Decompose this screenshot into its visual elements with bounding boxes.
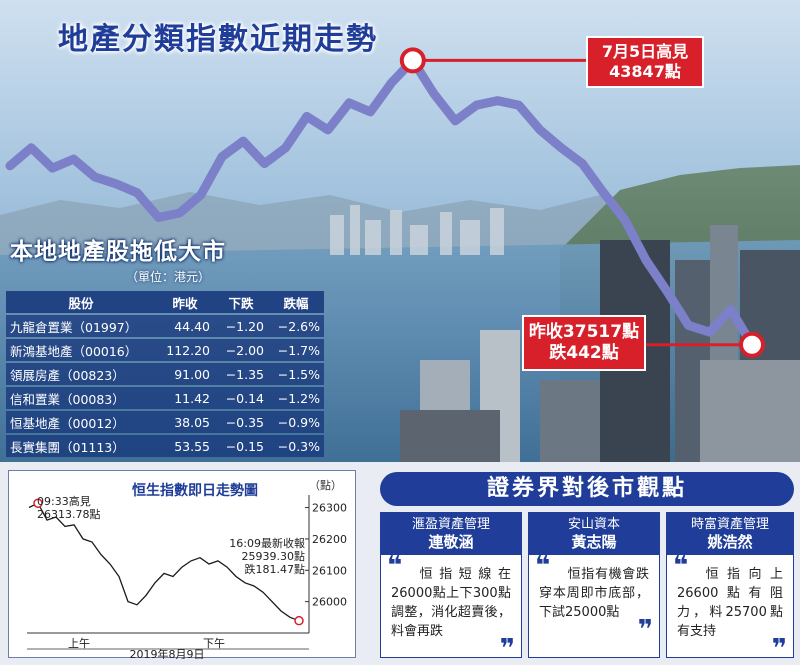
- close-callout-line2: 跌442點: [549, 343, 619, 364]
- close-point-marker: [739, 331, 765, 358]
- analyst-card: 時富資產管理 姚浩然 ❝ 恒指向上26600點有阻力，料25700點有支持 ❞: [666, 512, 794, 662]
- session-am-label: 上午: [68, 637, 90, 650]
- high-point-marker: [399, 47, 426, 74]
- header-drop: 下跌: [214, 291, 268, 313]
- hsi-close-label-2: 25939.30點: [242, 550, 306, 563]
- intraday-date: 2019年8月9日: [130, 647, 205, 659]
- hsi-close-marker: [294, 615, 304, 626]
- analyst-quote-text: 恒指短線在26000點上下300點調整，消化超賣後，料會再跌: [391, 567, 511, 639]
- analyst-name: 連敬涵: [428, 533, 474, 551]
- close-callout: 昨收37517點 跌442點: [522, 315, 646, 371]
- analyst-header: 安山資本 黃志陽: [529, 513, 659, 555]
- stock-close: 91.00: [156, 363, 214, 385]
- close-quote-icon: ❞: [771, 634, 787, 664]
- stock-name: 長實集團（01113）: [6, 435, 156, 457]
- close-quote-icon: ❞: [499, 634, 515, 664]
- stock-table-panel: 本地地產股拖低大市 （單位：港元） 股份 昨收 下跌 跌幅 九龍倉置業（0199…: [6, 232, 326, 459]
- header-pct: 跌幅: [268, 291, 324, 313]
- stock-pct: −1.2%: [268, 387, 324, 409]
- table-row: 九龍倉置業（01997） 44.40 −1.20 −2.6%: [6, 315, 324, 337]
- hsi-high-label-2: 26313.78點: [37, 508, 101, 521]
- table-row: 恒基地產（00012） 38.05 −0.35 −0.9%: [6, 411, 324, 433]
- y-tick-label: 26100: [312, 564, 347, 577]
- analyst-quote: ❝ 恒指短線在26000點上下300點調整，消化超賣後，料會再跌 ❞: [381, 551, 521, 662]
- header-stock: 股份: [6, 291, 156, 313]
- y-ticks: 26000 26100 26200 26300: [305, 502, 347, 609]
- stock-pct: −2.6%: [268, 315, 324, 337]
- table-row: 長實集團（01113） 53.55 −0.15 −0.3%: [6, 435, 324, 457]
- analyst-card: 滙盈資產管理 連敬涵 ❝ 恒指短線在26000點上下300點調整，消化超賣後，料…: [380, 512, 522, 662]
- foreground-towers: [400, 225, 800, 462]
- stock-name: 新鴻基地產（00016）: [6, 339, 156, 361]
- stock-close: 44.40: [156, 315, 214, 337]
- stock-drop: −0.15: [214, 435, 268, 457]
- stock-name: 恒基地產（00012）: [6, 411, 156, 433]
- city-skyline: [330, 205, 504, 255]
- analyst-firm: 時富資產管理: [690, 517, 769, 532]
- y-tick-label: 26300: [312, 502, 347, 515]
- hsi-intraday-chart: 恒生指數即日走勢圖 （點） 26000 26100 26200 26300 09:33…: [27, 479, 347, 659]
- analyst-quote: ❝ 恒指有機會跌穿本周即市底部，下試25000點 ❞: [529, 551, 659, 643]
- session-pm-label: 下午: [203, 637, 225, 650]
- market-views-title: 證券界對後市觀點: [380, 472, 794, 506]
- stock-table-unit: （單位：港元）: [126, 270, 211, 284]
- stock-pct: −0.3%: [268, 435, 324, 457]
- hsi-close-label-1: 16:09最新收報: [229, 536, 305, 550]
- page-title: 地產分類指數近期走勢: [58, 22, 378, 57]
- y-tick-label: 26200: [312, 533, 347, 546]
- intraday-title: 恒生指數即日走勢圖: [132, 482, 258, 499]
- stock-name: 領展房產（00823）: [6, 363, 156, 385]
- stock-drop: −0.14: [214, 387, 268, 409]
- header-close: 昨收: [156, 291, 214, 313]
- stock-table-header-row: 股份 昨收 下跌 跌幅: [6, 291, 324, 313]
- hsi-line: [28, 502, 300, 622]
- stock-drop: −1.35: [214, 363, 268, 385]
- open-quote-icon: ❝: [535, 551, 551, 581]
- analyst-name: 黃志陽: [571, 533, 617, 551]
- hsi-high-marker: [33, 498, 43, 508]
- table-row: 領展房產（00823） 91.00 −1.35 −1.5%: [6, 363, 324, 385]
- stock-drop: −2.00: [214, 339, 268, 361]
- analyst-card: 安山資本 黃志陽 ❝ 恒指有機會跌穿本周即市底部，下試25000點 ❞: [528, 512, 660, 658]
- close-callout-line1: 昨收37517點: [528, 322, 640, 342]
- table-row: 信和置業（00083） 11.42 −0.14 −1.2%: [6, 387, 324, 409]
- analyst-name: 姚浩然: [707, 533, 753, 551]
- stock-name: 九龍倉置業（01997）: [6, 315, 156, 337]
- stock-close: 38.05: [156, 411, 214, 433]
- open-quote-icon: ❝: [387, 551, 403, 581]
- table-row: 新鴻基地產（00016） 112.20 −2.00 −1.7%: [6, 339, 324, 361]
- stock-drop: −0.35: [214, 411, 268, 433]
- property-index-line: [5, 55, 757, 350]
- stock-close: 11.42: [156, 387, 214, 409]
- hsi-high-label-1: 09:33高見: [37, 494, 91, 508]
- close-quote-icon: ❞: [637, 615, 653, 645]
- bottom-panel: 恒生指數即日走勢圖 （點） 26000 26100 26200 26300 09:33…: [0, 462, 800, 665]
- stock-table: 股份 昨收 下跌 跌幅 九龍倉置業（01997） 44.40 −1.20 −2.…: [6, 289, 324, 459]
- high-callout: 7月5日高見 43847點: [586, 36, 704, 88]
- stock-pct: −0.9%: [268, 411, 324, 433]
- stock-table-title: 本地地產股拖低大市: [10, 239, 226, 265]
- stock-pct: −1.7%: [268, 339, 324, 361]
- stock-pct: −1.5%: [268, 363, 324, 385]
- analyst-quote: ❝ 恒指向上26600點有阻力，料25700點有支持 ❞: [667, 551, 793, 662]
- analyst-header: 時富資產管理 姚浩然: [667, 513, 793, 555]
- analyst-firm: 安山資本: [567, 517, 620, 532]
- analyst-header: 滙盈資產管理 連敬涵: [381, 513, 521, 555]
- open-quote-icon: ❝: [673, 551, 689, 581]
- stock-name: 信和置業（00083）: [6, 387, 156, 409]
- stock-close: 53.55: [156, 435, 214, 457]
- analyst-firm: 滙盈資產管理: [411, 517, 490, 532]
- hsi-close-label-3: 跌181.47點: [245, 562, 306, 576]
- stock-close: 112.20: [156, 339, 214, 361]
- high-callout-line2: 43847點: [609, 62, 681, 81]
- intraday-unit: （點）: [309, 479, 342, 492]
- y-tick-label: 26000: [312, 596, 347, 609]
- stock-drop: −1.20: [214, 315, 268, 337]
- analyst-quote-text: 恒指有機會跌穿本周即市底部，下試25000點: [539, 567, 649, 620]
- hero-panel: 地產分類指數近期走勢 7月5日高見 43847點 昨收37517點 跌442點 …: [0, 0, 800, 462]
- high-callout-line1: 7月5日高見: [601, 42, 689, 61]
- analyst-quote-text: 恒指向上26600點有阻力，料25700點有支持: [677, 567, 783, 639]
- hsi-intraday-panel: 恒生指數即日走勢圖 （點） 26000 26100 26200 26300 09:33…: [8, 470, 356, 659]
